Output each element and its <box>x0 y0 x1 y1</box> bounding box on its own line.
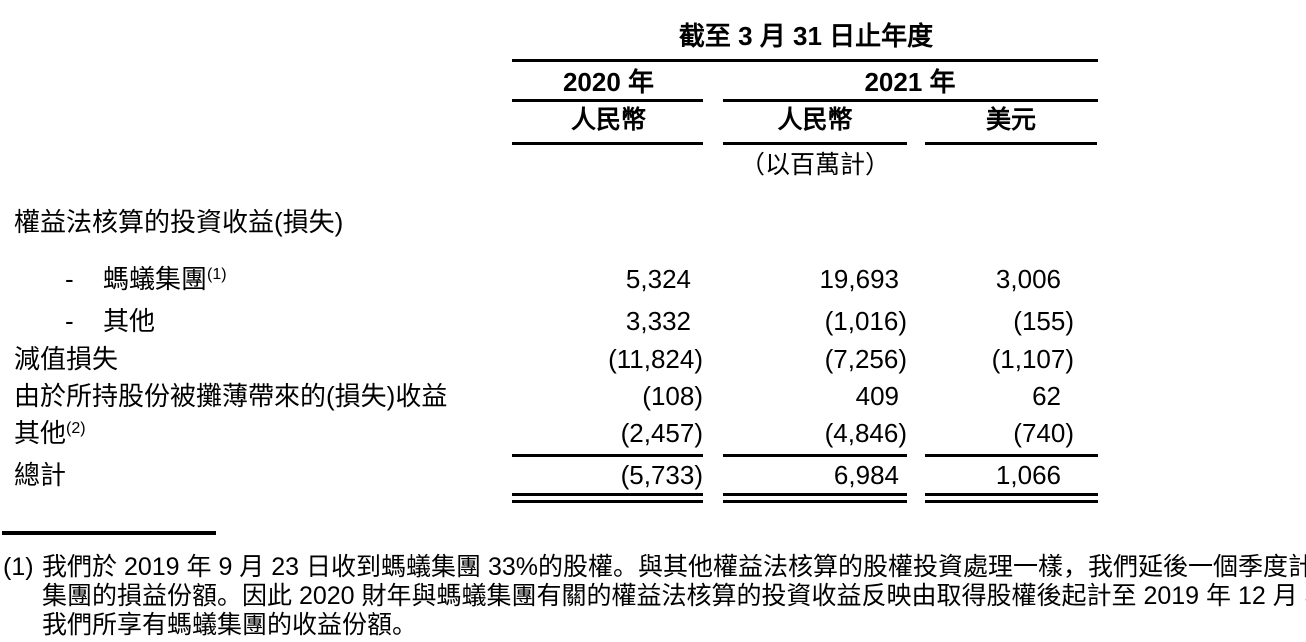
double-rule-1 <box>512 493 703 503</box>
period-header: 截至 3 月 31 日止年度 <box>678 21 934 51</box>
footnote-line: 我們所享有螞蟻集團的收益份額。 <box>42 611 418 639</box>
currency-header-rmb-2020: 人民幣 <box>570 106 646 134</box>
currency-rule-3 <box>925 142 1097 145</box>
value-cell: 62 <box>1032 381 1061 411</box>
row-label: 權益法核算的投資收益(損失) <box>14 207 344 237</box>
value-cell: (1,016) <box>824 306 907 336</box>
value-cell: (4,846) <box>824 418 907 448</box>
row-label: 螞蟻集團 <box>103 264 208 294</box>
value-cell: 3,332 <box>625 306 691 336</box>
value-cell: (11,824) <box>608 344 703 374</box>
table-row-others-sub: - 其他 3,332 (1,016) (155) <box>0 305 1306 337</box>
header-rule-top <box>512 59 1098 62</box>
table-row-section: 權益法核算的投資收益(損失) <box>0 206 1306 238</box>
value-cell: (2,457) <box>620 418 703 448</box>
row-label: 減值損失 <box>14 344 119 374</box>
footnote-line: 我們於 2019 年 9 月 23 日收到螞蟻集團 33%的股權。與其他權益法核… <box>42 553 1306 581</box>
value-cell: 409 <box>855 381 899 411</box>
value-cell: 6,984 <box>833 460 899 490</box>
total-rule-2 <box>723 454 907 457</box>
currency-rule-1 <box>512 142 703 145</box>
table-row-dilution: 由於所持股份被攤薄帶來的(損失)收益 (108) 409 62 <box>0 380 1306 412</box>
currency-rule-2 <box>723 142 907 145</box>
double-rule-2 <box>723 493 907 503</box>
value-cell: (1,107) <box>991 344 1074 374</box>
year-header-2021: 2021 年 <box>864 67 956 97</box>
row-dash: - <box>65 264 74 294</box>
row-superscript: (1) <box>207 266 227 283</box>
value-cell: 3,006 <box>995 264 1061 294</box>
footnote-marker: (1) <box>3 553 34 581</box>
currency-header-usd-2021: 美元 <box>985 106 1036 134</box>
row-superscript: (2) <box>66 420 86 437</box>
row-label: 其他 <box>103 306 156 336</box>
footnote-line: 集團的損益份額。因此 2020 財年與螞蟻集團有關的權益法核算的投資收益反映由取… <box>42 582 1306 610</box>
value-cell: 1,066 <box>995 460 1061 490</box>
unit-note: （以百萬計） <box>739 151 890 179</box>
row-label: 總計 <box>14 460 67 490</box>
table-row-others: 其他(2) (2,457) (4,846) (740) <box>0 417 1306 449</box>
value-cell: 5,324 <box>625 264 691 294</box>
row-dash: - <box>65 306 74 336</box>
row-label: 其他 <box>14 418 67 448</box>
value-cell: (5,733) <box>620 460 703 490</box>
year-rule-2020 <box>512 99 703 102</box>
value-cell: 19,693 <box>819 264 899 294</box>
table-row-total: 總計 (5,733) 6,984 1,066 <box>0 459 1306 491</box>
year-header-2020: 2020 年 <box>562 67 655 97</box>
total-rule-1 <box>512 454 703 457</box>
value-cell: (108) <box>642 381 703 411</box>
value-cell: (7,256) <box>824 344 907 374</box>
currency-header-rmb-2021: 人民幣 <box>777 106 853 134</box>
double-rule-3 <box>925 493 1098 503</box>
value-cell: (155) <box>1013 306 1074 336</box>
footnote-divider <box>2 531 216 535</box>
total-rule-3 <box>925 454 1098 457</box>
value-cell: (740) <box>1013 418 1074 448</box>
table-row-ant-group: - 螞蟻集團(1) 5,324 19,693 3,006 <box>0 263 1306 295</box>
row-label: 由於所持股份被攤薄帶來的(損失)收益 <box>14 381 448 411</box>
year-rule-2021 <box>723 99 1098 102</box>
table-row-impairment: 減值損失 (11,824) (7,256) (1,107) <box>0 343 1306 375</box>
